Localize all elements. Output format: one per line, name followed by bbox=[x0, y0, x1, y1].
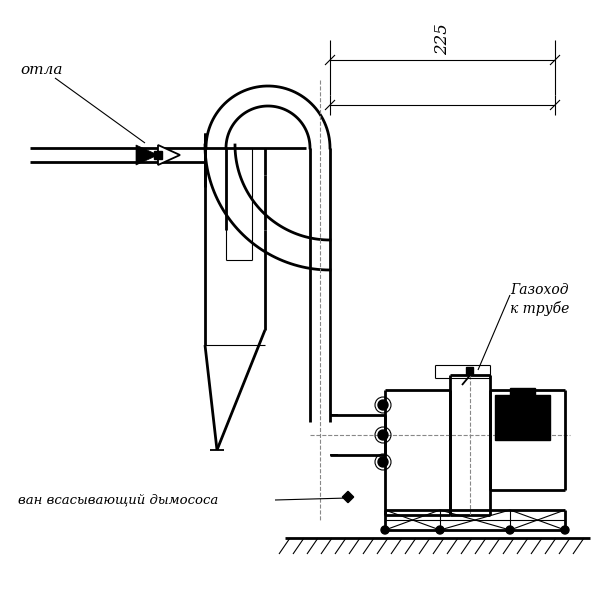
Text: ван всасывающий дымососа: ван всасывающий дымососа bbox=[18, 493, 218, 506]
Bar bbox=[343, 491, 353, 503]
Circle shape bbox=[561, 526, 569, 534]
Text: к трубе: к трубе bbox=[510, 301, 569, 316]
Polygon shape bbox=[158, 145, 180, 165]
Text: 225: 225 bbox=[434, 23, 451, 55]
Bar bbox=[510, 388, 535, 396]
Text: отла: отла bbox=[20, 63, 62, 77]
Circle shape bbox=[378, 430, 388, 440]
Circle shape bbox=[381, 526, 389, 534]
Bar bbox=[495, 395, 550, 440]
Circle shape bbox=[506, 526, 514, 534]
Text: Газоход: Газоход bbox=[510, 283, 569, 297]
Polygon shape bbox=[136, 145, 158, 165]
Circle shape bbox=[378, 400, 388, 410]
Bar bbox=[466, 367, 473, 374]
Bar bbox=[154, 151, 162, 159]
Circle shape bbox=[378, 457, 388, 467]
Circle shape bbox=[436, 526, 444, 534]
